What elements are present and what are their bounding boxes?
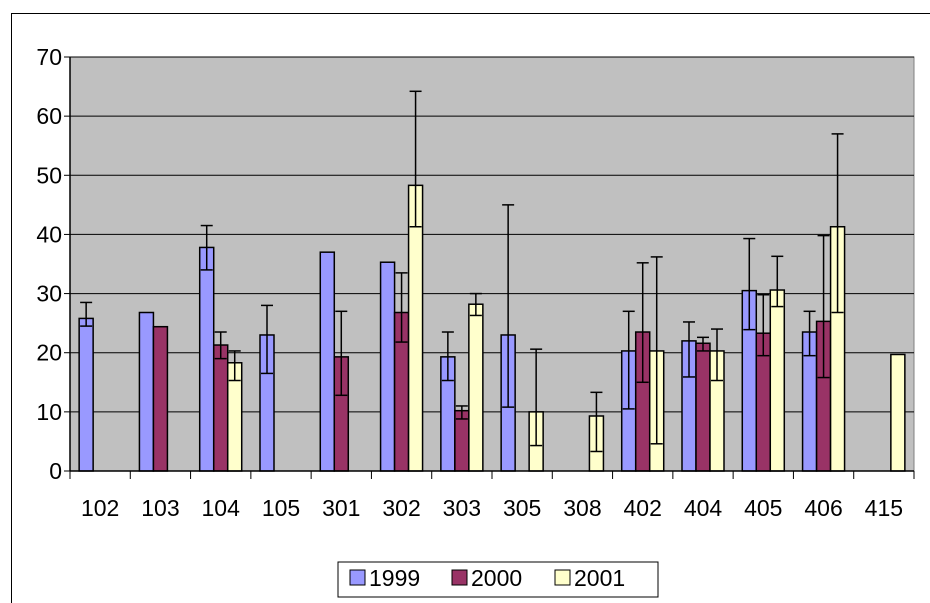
- legend-swatch-1999: [349, 569, 366, 586]
- legend-swatch-2001: [554, 569, 571, 586]
- x-tick-label: 301: [322, 495, 360, 521]
- y-tick-labels: 0 10 20 30 40 50 60 70: [36, 44, 62, 484]
- bar-1999-302: [379, 261, 396, 472]
- bar-2000-303: [454, 409, 470, 472]
- bar-2001-303: [468, 303, 484, 472]
- chart-frame: [11, 13, 930, 603]
- y-tick-label: 70: [36, 44, 62, 70]
- plot-area: [69, 56, 915, 472]
- bars: [78, 184, 906, 472]
- bar-1999-103: [138, 311, 155, 472]
- axes: [64, 56, 915, 479]
- bar-2001-415: [890, 353, 906, 472]
- y-tick-label: 50: [36, 162, 62, 188]
- legend: 1999 2000 2001: [337, 561, 659, 598]
- legend-label-2001: 2001: [574, 565, 625, 591]
- bar-1999-102: [78, 317, 94, 472]
- bar-2001-302: [407, 184, 424, 472]
- legend-label-1999: 1999: [369, 565, 420, 591]
- y-tick-label: 0: [49, 458, 62, 484]
- x-tick-label: 302: [382, 495, 420, 521]
- x-tick-label: 305: [503, 495, 541, 521]
- legend-label-2000: 2000: [471, 565, 522, 591]
- bar-2000-103: [152, 325, 169, 472]
- x-tick-label: 104: [202, 495, 241, 521]
- y-tick-label: 10: [36, 399, 62, 425]
- x-tick-label: 105: [262, 495, 300, 521]
- bar-1999-301: [319, 251, 336, 472]
- y-tick-label: 20: [36, 340, 62, 366]
- x-tick-label: 103: [141, 495, 179, 521]
- bar-2000-104: [212, 344, 229, 472]
- x-tick-labels: 102 103 104 105 301 302 303 305 308 402 404 405 406 4…: [81, 495, 903, 521]
- bar-2000-404: [695, 342, 711, 472]
- bar-2001-405: [769, 289, 786, 472]
- x-tick-label: 308: [563, 495, 601, 521]
- x-tick-label: 406: [804, 495, 842, 521]
- y-tick-label: 30: [36, 281, 62, 307]
- x-tick-label: 415: [865, 495, 903, 521]
- legend-swatch-2000: [451, 569, 468, 586]
- x-tick-label: 303: [443, 495, 481, 521]
- error-bars: [80, 90, 844, 453]
- x-tick-label: 405: [744, 495, 782, 521]
- x-tick-label: 404: [684, 495, 723, 521]
- y-tick-label: 60: [36, 103, 62, 129]
- x-tick-label: 402: [624, 495, 662, 521]
- x-tick-label: 102: [81, 495, 119, 521]
- bar-1999-104: [198, 246, 215, 472]
- y-tick-label: 40: [36, 221, 62, 247]
- legend-box: [337, 561, 659, 598]
